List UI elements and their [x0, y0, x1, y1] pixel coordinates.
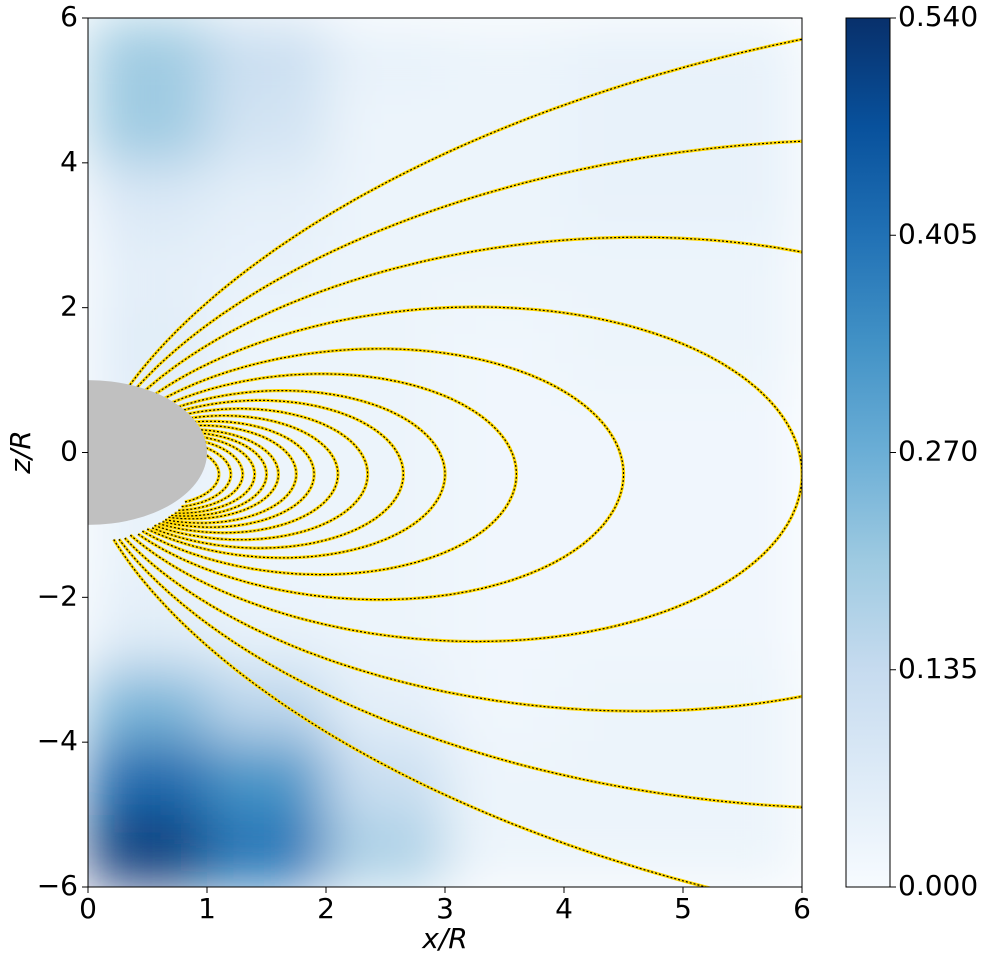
field-line-dash [151, 399, 404, 549]
field-line-dash [165, 424, 297, 524]
heat-cell [88, 669, 208, 743]
y-tick-label: −4 [37, 724, 78, 757]
heat-cell [88, 814, 208, 887]
field-line-dash [178, 437, 244, 511]
x-tick-label: 1 [198, 892, 216, 925]
heat-cell [445, 18, 565, 91]
y-tick-label: −6 [37, 869, 78, 902]
heat-cell [564, 18, 684, 91]
heat-cell [445, 814, 565, 887]
field-line-dash [158, 415, 339, 534]
x-tick-label: 6 [793, 892, 811, 925]
y-tick-label: 4 [60, 145, 78, 178]
body [88, 380, 208, 525]
heat-cell [326, 524, 446, 598]
heat-cell [683, 814, 802, 887]
field-line-dash [162, 420, 315, 528]
heat-cell [564, 235, 684, 309]
heat-cell [683, 162, 802, 236]
heat-cell [564, 524, 684, 598]
heat-cell [88, 90, 208, 164]
heat-cell [326, 18, 446, 91]
y-tick-label: −2 [37, 579, 78, 612]
heat-cell [683, 235, 802, 309]
heat-cell [683, 597, 802, 671]
y-tick-label: 6 [60, 0, 78, 33]
colorbar [845, 17, 891, 888]
x-tick-label: 0 [79, 892, 97, 925]
heat-cell [564, 162, 684, 236]
heat-cell [88, 18, 208, 91]
field-line-dash [168, 429, 279, 520]
heat-cell [564, 90, 684, 164]
heat-cell [683, 90, 802, 164]
x-tick-label: 4 [555, 892, 573, 925]
field-line-dash [118, 140, 802, 808]
x-tick-label: 5 [674, 892, 692, 925]
heat-cell [683, 380, 802, 453]
y-tick-label: 2 [60, 290, 78, 323]
field-line-dash [171, 431, 268, 517]
heat-cell [683, 307, 802, 381]
heat-cell [445, 524, 565, 598]
y-axis-label: z/R [4, 430, 37, 475]
field-line-dash [181, 441, 232, 508]
heat-cell [207, 307, 327, 381]
colorbar-tick-label: 0.135 [898, 652, 978, 685]
axes: 0 1 2 3 4 5 6 −6 −4 −2 0 2 4 6 0.000 0.135 0.270 0.405 0.5… [37, 0, 978, 925]
field-line [153, 407, 370, 542]
heat-cell [326, 814, 446, 887]
heat-cell [683, 18, 802, 91]
heat-cell [445, 452, 565, 526]
heat-cell [207, 742, 327, 816]
colorbar-tick-label: 0.000 [898, 869, 978, 902]
heat-cell [326, 742, 446, 816]
heat-cell [88, 162, 208, 236]
heat-cell [445, 307, 565, 381]
field-line-dash [129, 306, 802, 643]
colorbar-tick-label: 0.270 [898, 435, 978, 468]
field-line-dash [137, 348, 625, 601]
heat-cell [683, 452, 802, 526]
heat-cell [207, 814, 327, 887]
field-lines [88, 37, 802, 887]
x-tick-label: 2 [317, 892, 335, 925]
heat-cell [326, 162, 446, 236]
heat-cell [326, 669, 446, 743]
heat-cell [564, 380, 684, 453]
y-tick-label: 0 [60, 435, 78, 468]
heat-cell [326, 597, 446, 671]
heat-cell [445, 597, 565, 671]
heat-cell [564, 669, 684, 743]
heat-cell [564, 307, 684, 381]
heat-cell [88, 235, 208, 309]
x-tick-label: 3 [436, 892, 454, 925]
field-line-dash [141, 373, 517, 576]
heat-cell [207, 162, 327, 236]
heat-cell [207, 669, 327, 743]
field-line-dash [146, 390, 446, 559]
colorbar-tick-label: 0.540 [898, 0, 978, 33]
field-line-dash [174, 434, 256, 514]
heat-cell [88, 742, 208, 816]
x-axis-label: x/R [421, 922, 467, 955]
colorbar-tick-label: 0.405 [898, 217, 978, 250]
field-line-dash [113, 38, 802, 887]
heat-cell [326, 90, 446, 164]
heat-cell [207, 90, 327, 164]
heat-cell [683, 524, 802, 598]
field-line-dash [124, 236, 802, 712]
heat-cell [207, 18, 327, 91]
